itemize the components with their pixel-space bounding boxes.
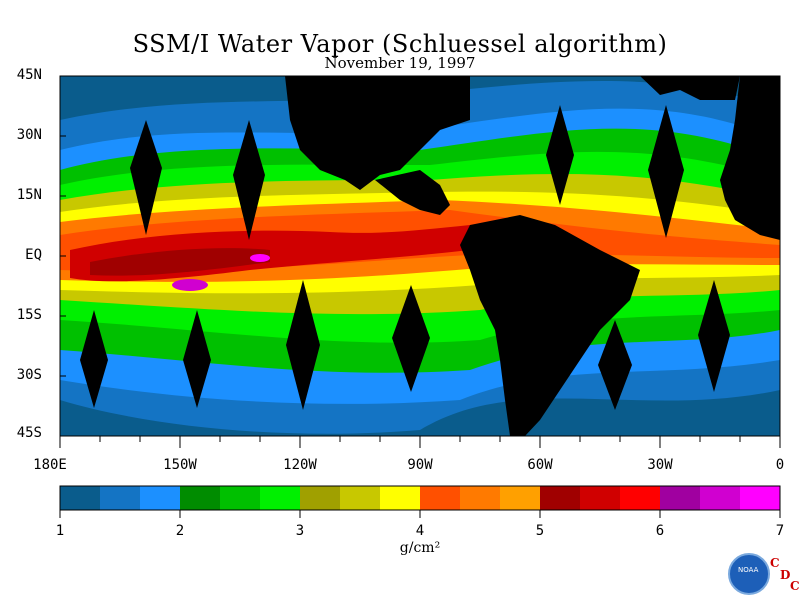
map-title: SSM/I Water Vapor (Schluessel algorithm) <box>132 30 668 58</box>
colorbar-swatch <box>740 486 781 510</box>
colorbar-tick-label: 3 <box>295 523 305 539</box>
lat-label: 30S <box>16 367 42 383</box>
colorbar <box>60 486 781 510</box>
lon-label: 180E <box>33 457 67 473</box>
colorbar-swatch <box>660 486 701 510</box>
map-date: November 19, 1997 <box>324 54 476 72</box>
lat-label: EQ <box>25 247 42 263</box>
colorbar-tick-label: 2 <box>175 523 185 539</box>
colorbar-tick-label: 6 <box>655 523 665 539</box>
lon-label: 150W <box>163 457 197 473</box>
colorbar-swatch <box>300 486 341 510</box>
colorbar-units: g/cm² <box>399 540 441 556</box>
lat-label: 45N <box>16 67 42 83</box>
lon-label: 30W <box>647 457 673 473</box>
map-field <box>60 76 780 436</box>
colorbar-swatch <box>420 486 461 510</box>
colorbar-swatch <box>340 486 381 510</box>
colorbar-swatch <box>60 486 101 510</box>
colorbar-swatch <box>220 486 261 510</box>
lat-ticks <box>60 75 66 437</box>
colorbar-swatch <box>500 486 541 510</box>
lat-label: 45S <box>16 425 42 441</box>
lat-label: 30N <box>16 127 42 143</box>
lon-label: 90W <box>407 457 433 473</box>
lon-label: 120W <box>283 457 317 473</box>
colorbar-swatch <box>700 486 741 510</box>
noaa-logo-text: NOAA <box>738 566 759 574</box>
colorbar-swatch <box>140 486 181 510</box>
colorbar-swatch <box>580 486 621 510</box>
colorbar-swatch <box>540 486 581 510</box>
colorbar-swatch <box>260 486 301 510</box>
colorbar-swatch <box>380 486 421 510</box>
cdc-letter: D <box>780 568 791 582</box>
colorbar-swatch <box>100 486 141 510</box>
lon-label: 0 <box>775 457 785 473</box>
lon-ticks <box>59 436 781 448</box>
colorbar-tick-label: 4 <box>415 523 425 539</box>
noaa-logo-icon <box>728 553 770 595</box>
colorbar-swatch <box>620 486 661 510</box>
lon-label: 60W <box>527 457 553 473</box>
colorbar-ticks <box>59 510 781 518</box>
colorbar-tick-label: 7 <box>775 523 785 539</box>
cdc-letter: C <box>790 579 800 593</box>
lat-label: 15N <box>16 187 42 203</box>
colorbar-tick-label: 1 <box>55 523 65 539</box>
colorbar-swatch <box>180 486 221 510</box>
lat-label: 15S <box>16 307 42 323</box>
colorbar-swatch <box>460 486 501 510</box>
colorbar-tick-label: 5 <box>535 523 545 539</box>
cdc-letter: C <box>770 556 780 570</box>
